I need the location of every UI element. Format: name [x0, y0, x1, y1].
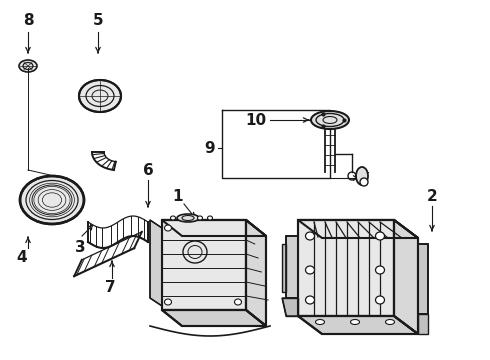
Text: 6: 6	[143, 162, 153, 177]
Polygon shape	[418, 244, 428, 314]
Text: 1: 1	[173, 189, 183, 203]
Polygon shape	[298, 220, 418, 238]
Text: 9: 9	[204, 140, 215, 156]
Polygon shape	[150, 220, 162, 306]
Polygon shape	[418, 314, 428, 334]
Ellipse shape	[177, 214, 199, 222]
Ellipse shape	[360, 178, 368, 186]
Ellipse shape	[171, 216, 175, 220]
Polygon shape	[162, 220, 266, 236]
Ellipse shape	[350, 320, 360, 324]
Ellipse shape	[375, 296, 385, 304]
Text: 2: 2	[427, 189, 438, 203]
Text: 3: 3	[74, 240, 85, 256]
Polygon shape	[298, 316, 418, 334]
Polygon shape	[394, 220, 418, 334]
Polygon shape	[162, 310, 266, 326]
Polygon shape	[246, 220, 266, 326]
Text: 8: 8	[23, 13, 33, 27]
Ellipse shape	[305, 232, 315, 240]
Ellipse shape	[356, 167, 368, 185]
Ellipse shape	[165, 225, 172, 231]
Ellipse shape	[316, 320, 324, 324]
Text: 7: 7	[105, 280, 115, 296]
Ellipse shape	[20, 176, 84, 224]
Ellipse shape	[386, 320, 394, 324]
Text: 4: 4	[17, 251, 27, 266]
Polygon shape	[282, 298, 298, 316]
Ellipse shape	[235, 299, 242, 305]
Ellipse shape	[375, 266, 385, 274]
Polygon shape	[282, 244, 286, 292]
Text: 5: 5	[93, 13, 103, 27]
Ellipse shape	[305, 296, 315, 304]
Ellipse shape	[79, 80, 121, 112]
Text: 10: 10	[245, 112, 267, 127]
Ellipse shape	[165, 299, 172, 305]
Ellipse shape	[19, 60, 37, 72]
Ellipse shape	[311, 111, 349, 129]
Ellipse shape	[375, 232, 385, 240]
Ellipse shape	[305, 266, 315, 274]
Polygon shape	[298, 220, 394, 316]
Ellipse shape	[197, 216, 202, 220]
Ellipse shape	[207, 216, 213, 220]
Polygon shape	[162, 220, 246, 310]
Polygon shape	[286, 236, 298, 298]
